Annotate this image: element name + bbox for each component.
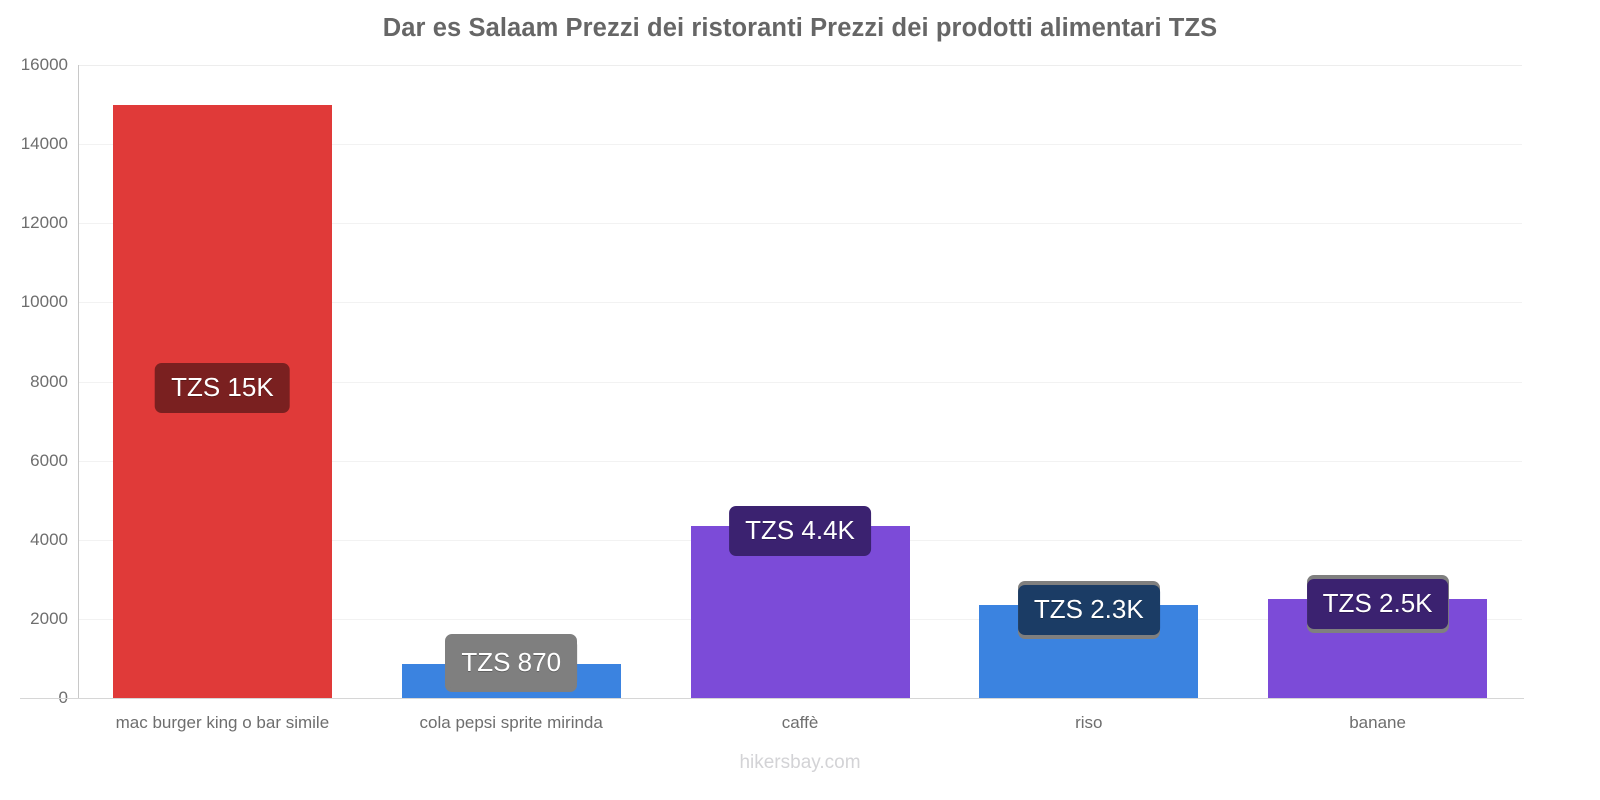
x-label-2: caffè [781, 713, 819, 732]
x-label-1: cola pepsi sprite mirinda [419, 713, 603, 732]
data-label-3: TZS 2.3K [1017, 585, 1160, 636]
x-axis-line [20, 698, 1524, 699]
gridline [78, 144, 1522, 145]
y-tick-label: 14000 [20, 134, 68, 154]
gridline [78, 223, 1522, 224]
y-tick-label: 2000 [30, 608, 68, 628]
gridline [78, 65, 1522, 66]
x-label-4: banane [1349, 713, 1406, 732]
data-label-2: TZS 4.4K [729, 505, 871, 556]
y-tick-label: 4000 [30, 529, 68, 549]
y-tick-label: 0 [2, 688, 68, 708]
y-tick-label: 16000 [20, 55, 68, 74]
gridline [78, 302, 1522, 303]
y-tick-label: 12000 [20, 213, 68, 233]
chart-title: Dar es Salaam Prezzi dei ristoranti Prez… [382, 14, 1218, 42]
y-tick-label: 6000 [30, 450, 68, 470]
x-label-0: mac burger king o bar simile [115, 713, 330, 732]
x-label-3: riso [1075, 713, 1103, 732]
y-tick-label: 10000 [20, 292, 68, 312]
y-tick-label: 8000 [30, 371, 68, 391]
footer-credit: hikersbay.com [739, 752, 861, 773]
data-label-4: TZS 2.5K [1306, 579, 1449, 630]
gridline [78, 461, 1522, 462]
data-label-0: TZS 15K [155, 362, 290, 413]
gridline [78, 382, 1522, 383]
y-axis-line [78, 65, 79, 698]
data-label-1: TZS 870 [445, 638, 578, 688]
